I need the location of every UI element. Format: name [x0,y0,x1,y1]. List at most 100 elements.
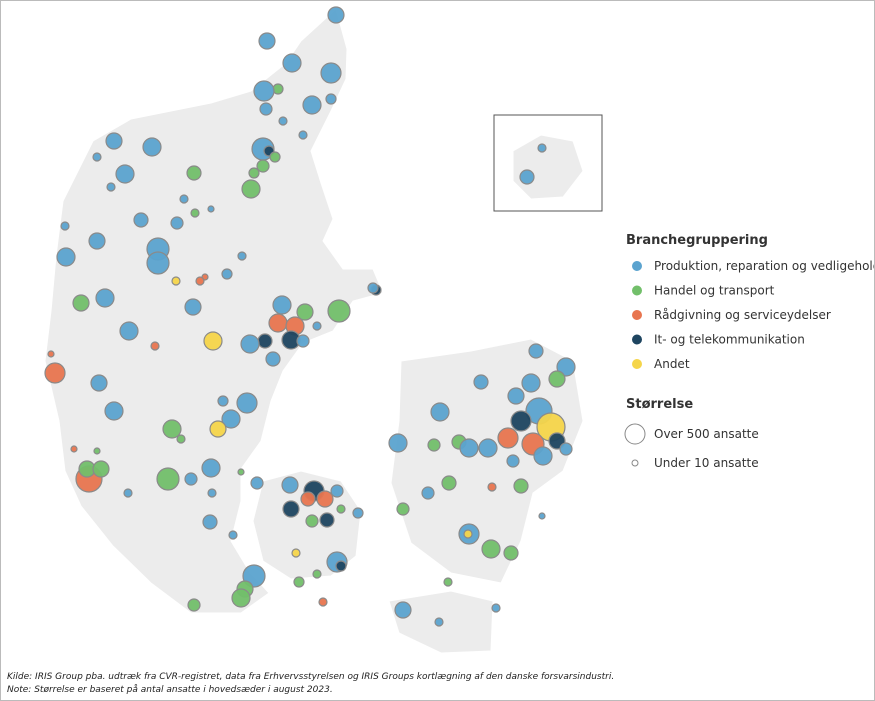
company-dot [463,529,473,539]
company-dot [519,169,535,185]
legend-swatch [632,261,642,271]
legend-swatch [632,359,642,369]
company-dot [237,251,247,261]
company-dot [250,476,264,490]
company-dot [207,205,215,213]
company-dot [93,447,101,455]
company-dot [312,569,322,579]
company-dot [179,194,189,204]
company-dot [133,212,149,228]
company-dot [497,427,519,449]
company-dot [207,488,217,498]
company-dot [510,410,532,432]
company-dot [92,152,102,162]
company-dot [259,102,273,116]
company-dot [190,208,200,218]
company-dot [90,374,108,392]
dots [44,6,576,627]
company-dot [443,577,453,587]
legend-title: Branchegruppering [626,233,768,248]
company-dot [396,502,410,516]
company-dot [281,476,299,494]
company-dot [430,402,450,422]
legend-swatch [632,285,642,296]
company-dot [506,454,520,468]
size-small [631,459,639,467]
company-dot [221,409,241,429]
company-dot [104,401,124,421]
company-dot [394,601,412,619]
company-dot [305,514,319,528]
company-dot [92,460,110,478]
company-dot [123,488,133,498]
company-dot [56,247,76,267]
company-dot [95,288,115,308]
source-note: Kilde: IRIS Group pba. udtræk fra CVR-re… [7,672,614,682]
company-dot [240,334,260,354]
legend-label: Handel og transport [654,284,775,298]
company-dot [231,588,251,608]
company-dot [478,438,498,458]
company-dot [237,468,245,476]
company-dot [162,419,182,439]
company-dot [186,165,202,181]
company-dot [269,151,281,163]
company-dot [201,458,221,478]
company-dot [481,539,501,559]
legend: Produktion, reparation og vedligehold Han… [632,259,874,371]
company-dot [421,486,435,500]
note: Note: Størrelse er baseret på antal ansa… [7,684,333,695]
company-dot [282,500,300,518]
company-dot [556,357,576,377]
company-dot [507,387,525,405]
company-dot [150,341,160,351]
company-dot [47,350,55,358]
company-dot [521,373,541,393]
company-dot [327,6,345,24]
company-dot [533,446,553,466]
company-dot [318,597,328,607]
company-dot [265,351,281,367]
company-dot [296,334,310,348]
company-dot [503,545,519,561]
company-dot [293,576,305,588]
company-dot [312,321,322,331]
company-dot [367,282,379,294]
company-dot [184,472,198,486]
company-dot [513,478,529,494]
company-dot [221,268,233,280]
company-dot [319,512,335,528]
legend-label: It- og telekommunikation [654,333,805,347]
company-dot [70,445,78,453]
company-dot [236,392,258,414]
company-dot [316,490,334,508]
company-dot [278,116,288,126]
company-dot [434,617,444,627]
company-dot [268,313,288,333]
company-dot [202,514,218,530]
company-dot [88,232,106,250]
company-dot [538,512,546,520]
company-dot [257,333,273,349]
company-dot [119,321,139,341]
size-large [624,423,646,445]
company-dot [241,179,261,199]
company-dot [327,299,351,323]
company-dot [291,548,301,558]
jutland [44,8,384,614]
legend-label: Produktion, reparation og vedligehold [654,259,874,273]
company-dot [272,295,292,315]
company-dot [320,62,342,84]
company-dot [72,294,90,312]
company-dot [60,221,70,231]
company-dot [115,164,135,184]
company-dot [300,491,316,507]
company-dot [203,331,223,351]
company-dot [537,143,547,153]
company-dot [272,83,284,95]
company-dot [528,343,544,359]
company-dot [330,484,344,498]
company-dot [491,603,501,613]
